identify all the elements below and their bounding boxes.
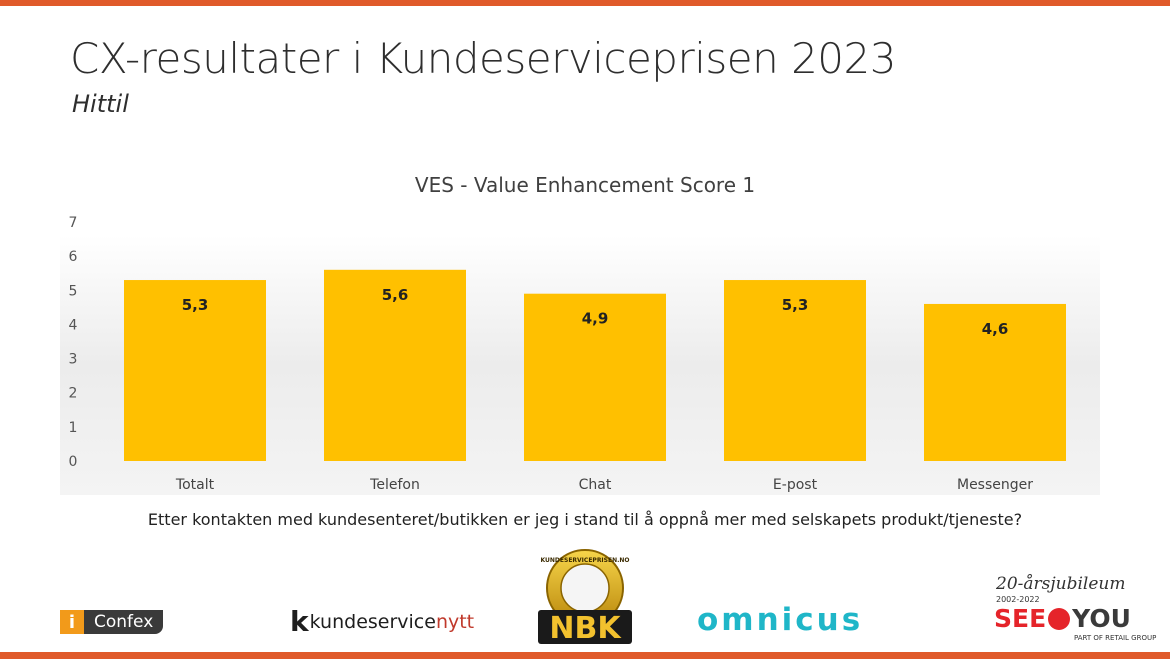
bar-value-label: 5,3 — [782, 296, 809, 314]
y-tick-label: 7 — [69, 215, 78, 231]
chart-title: VES - Value Enhancement Score 1 — [415, 173, 755, 197]
y-tick-label: 5 — [69, 283, 78, 299]
nbk-ring-text: KUNDESERVICEPRISEN.NO — [540, 557, 629, 564]
bar — [524, 293, 666, 461]
nbk-badge-logo: NBK KUNDESERVICEPRISEN.NO — [530, 548, 640, 648]
y-tick-label: 3 — [69, 352, 78, 368]
seeyou-part: PART OF RETAIL GROUP — [1074, 634, 1157, 642]
survey-question: Etter kontakten med kundesenteret/butikk… — [147, 510, 1023, 529]
nbk-text: NBK — [549, 611, 622, 646]
confex-i-mark: i — [60, 610, 84, 634]
seeyou-eye-icon — [1048, 607, 1071, 630]
seeyou-logo: 20-årsjubileum 2002-2022 SEE YOU PART OF… — [980, 574, 1156, 644]
bar — [324, 269, 466, 461]
bar — [724, 280, 866, 461]
y-tick-label: 6 — [69, 249, 78, 265]
x-tick-label: Totalt — [175, 477, 215, 493]
page-title: CX-resultater i Kundeserviceprisen 2023 — [70, 34, 896, 83]
bottom-accent-bar — [0, 652, 1170, 659]
bar-value-label: 4,9 — [582, 310, 609, 328]
seeyou-you: YOU — [1072, 604, 1131, 633]
bar-value-label: 5,3 — [182, 296, 209, 314]
bar-value-label: 4,6 — [982, 320, 1009, 338]
confex-logo: i Confex — [60, 610, 164, 634]
seeyou-years: 2002-2022 — [996, 595, 1040, 604]
x-tick-label: Chat — [579, 477, 612, 493]
x-tick-label: Messenger — [957, 477, 1033, 493]
y-tick-label: 0 — [69, 454, 78, 470]
bar — [124, 280, 266, 461]
seeyou-jubilee: 20-årsjubileum — [996, 574, 1126, 594]
ksn-bracket-icon: k — [290, 605, 309, 638]
bar-value-label: 5,6 — [382, 286, 409, 304]
x-tick-label: Telefon — [369, 477, 420, 493]
omnicus-logo: omnicus — [697, 602, 864, 638]
x-tick-label: E-post — [773, 477, 818, 493]
y-tick-label: 2 — [69, 386, 78, 402]
y-tick-label: 4 — [69, 317, 78, 333]
bar — [924, 303, 1066, 461]
ksn-accent: nytt — [435, 611, 475, 633]
kundeservicenytt-logo: k kundeservice nytt — [290, 608, 474, 636]
top-accent-bar — [0, 0, 1170, 6]
nbk-badge-icon: NBK KUNDESERVICEPRISEN.NO — [538, 549, 632, 646]
confex-name: Confex — [84, 610, 164, 634]
page-subtitle: Hittil — [72, 90, 129, 118]
ksn-main: kundeservice — [309, 611, 436, 633]
y-tick-label: 1 — [69, 420, 78, 436]
seeyou-brand: SEE YOU — [994, 604, 1131, 633]
seeyou-see: SEE — [994, 604, 1047, 633]
